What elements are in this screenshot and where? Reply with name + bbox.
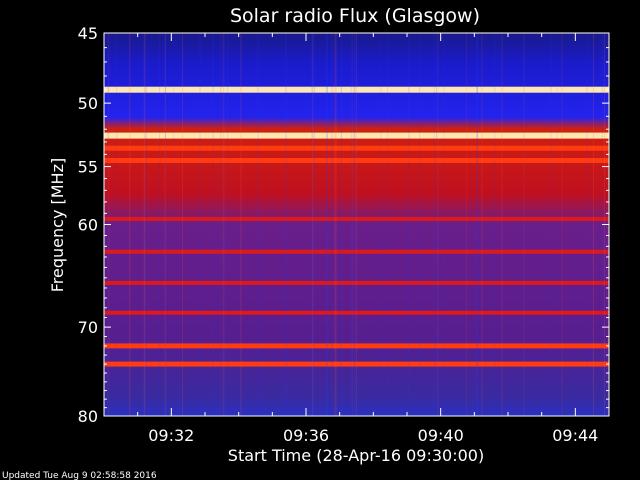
time-streak	[326, 33, 328, 416]
time-streak	[353, 33, 355, 416]
time-streak	[355, 33, 357, 416]
time-streak	[313, 33, 315, 416]
y-tick-label: 55	[78, 158, 98, 177]
time-streak	[222, 33, 224, 416]
time-streak	[593, 33, 594, 416]
time-streak	[240, 33, 242, 416]
time-streak	[223, 33, 225, 416]
time-streak	[419, 33, 421, 416]
y-tick-label: 60	[78, 216, 98, 235]
time-streak	[556, 33, 558, 416]
x-axis-label: Start Time (28-Apr-16 09:30:00)	[228, 446, 484, 465]
x-tick-label: 09:44	[552, 426, 598, 445]
time-streak	[481, 33, 483, 416]
time-streak	[312, 33, 314, 416]
time-streak	[212, 33, 214, 416]
time-streak	[354, 33, 356, 416]
time-streak	[523, 33, 525, 416]
time-streak	[387, 33, 388, 416]
time-streak	[164, 33, 166, 416]
y-axis-label: Frequency [MHz]	[48, 158, 67, 292]
time-streak	[257, 33, 259, 416]
y-tick-label: 50	[78, 94, 98, 113]
time-streak	[144, 33, 146, 416]
frequency-band	[104, 343, 609, 349]
time-streak	[227, 33, 229, 416]
time-streak	[436, 33, 437, 416]
time-streak	[586, 33, 588, 416]
x-tick-label: 09:40	[418, 426, 464, 445]
frequency-band	[104, 145, 609, 151]
y-tick-label: 70	[78, 318, 98, 337]
frequency-band	[104, 310, 609, 315]
time-streak	[433, 33, 435, 416]
time-streak	[334, 33, 336, 416]
time-streak	[285, 33, 287, 416]
time-streak	[129, 33, 131, 416]
time-streak	[220, 33, 222, 416]
time-streak	[331, 33, 333, 416]
time-streak	[408, 33, 410, 416]
frequency-band	[104, 361, 609, 367]
updated-timestamp: Updated Tue Aug 9 02:58:58 2016	[2, 471, 157, 480]
time-streak	[143, 33, 145, 416]
y-tick-label: 80	[78, 407, 98, 426]
time-streak	[494, 33, 496, 416]
plot-area	[103, 32, 610, 417]
x-tick-label: 09:36	[283, 426, 329, 445]
time-streak	[335, 33, 337, 416]
frequency-bands	[104, 86, 609, 367]
frequency-band	[104, 249, 609, 254]
time-streak	[116, 33, 118, 416]
time-streak	[477, 33, 479, 416]
time-streak	[331, 33, 333, 416]
frequency-band	[104, 216, 609, 221]
y-tick-label: 45	[78, 24, 98, 43]
time-streak	[466, 33, 468, 416]
time-streak	[159, 33, 161, 416]
time-streak	[350, 33, 352, 416]
x-axis: 09:32 09:36 09:40 09:44	[137, 33, 598, 445]
time-streak	[199, 33, 201, 416]
time-streak	[476, 33, 478, 416]
chart-title: Solar radio Flux (Glasgow)	[230, 5, 480, 27]
time-streak	[145, 33, 147, 416]
time-streak	[145, 33, 147, 416]
time-streak	[165, 33, 166, 416]
frequency-band	[104, 280, 609, 285]
time-streak	[550, 33, 552, 416]
x-tick-label: 09:32	[148, 426, 194, 445]
frequency-band	[104, 132, 609, 139]
y-axis: 45 50 55 60 70 80	[78, 24, 609, 426]
time-streak	[443, 33, 445, 416]
time-streak	[501, 33, 503, 416]
time-streak	[340, 33, 342, 416]
frequency-band	[104, 158, 609, 163]
time-streak	[311, 33, 313, 416]
time-streak	[380, 33, 382, 416]
time-streak	[326, 33, 327, 416]
time-streak	[351, 33, 353, 416]
frequency-band	[104, 86, 609, 93]
time-streak	[437, 33, 439, 416]
time-streak	[523, 33, 525, 416]
time-streak	[173, 33, 174, 416]
time-streak	[561, 33, 563, 416]
time-streak	[182, 33, 183, 416]
spectrogram-background	[104, 33, 609, 416]
